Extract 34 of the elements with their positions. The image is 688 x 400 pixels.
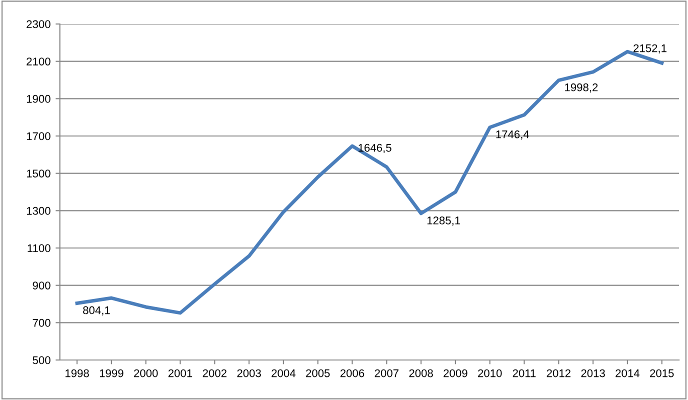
x-tick-label: 2012 [546, 369, 570, 378]
x-tick-label: 2003 [237, 369, 261, 378]
x-tick-label: 1998 [66, 369, 89, 378]
y-tick-label: 1900 [26, 94, 50, 103]
y-tick-label: 1100 [28, 244, 50, 252]
data-label: 804,1 [83, 306, 110, 316]
x-tick-label: 2007 [374, 369, 398, 378]
data-label: 1285,1 [427, 216, 460, 226]
x-tick-label: 2013 [581, 369, 605, 378]
y-tick-label: 500 [32, 356, 50, 364]
x-tick-label: 2002 [202, 369, 226, 378]
x-tick-label: 2009 [444, 369, 468, 378]
y-tick-label: 1300 [26, 206, 50, 215]
x-tick-label: 2015 [650, 369, 674, 378]
x-tick-label: 2000 [134, 369, 158, 378]
data-label: 1746,4 [496, 130, 530, 140]
x-tick-label: 2010 [478, 369, 502, 378]
y-tick-label: 2100 [26, 58, 50, 66]
x-tick-label: 2008 [409, 369, 433, 378]
x-tick-label: 1999 [100, 369, 124, 378]
y-tick-label: 1500 [26, 170, 50, 178]
y-tick-label: 900 [32, 282, 50, 290]
x-tick-label: 2006 [340, 369, 364, 378]
data-label: 1646,5 [358, 144, 392, 154]
data-label: 1998,2 [565, 83, 598, 93]
y-tick-label: 1700 [26, 132, 50, 140]
y-tick-label: 2300 [26, 20, 50, 28]
x-tick-label: 2014 [616, 369, 640, 378]
x-tick-label: 2005 [306, 369, 330, 378]
x-tick-label: 2004 [272, 369, 296, 378]
x-tick-label: 2011 [512, 369, 536, 378]
data-label: 2152,1 [634, 44, 666, 54]
x-tick-label: 2001 [168, 369, 192, 378]
y-tick-label: 700 [32, 318, 50, 327]
